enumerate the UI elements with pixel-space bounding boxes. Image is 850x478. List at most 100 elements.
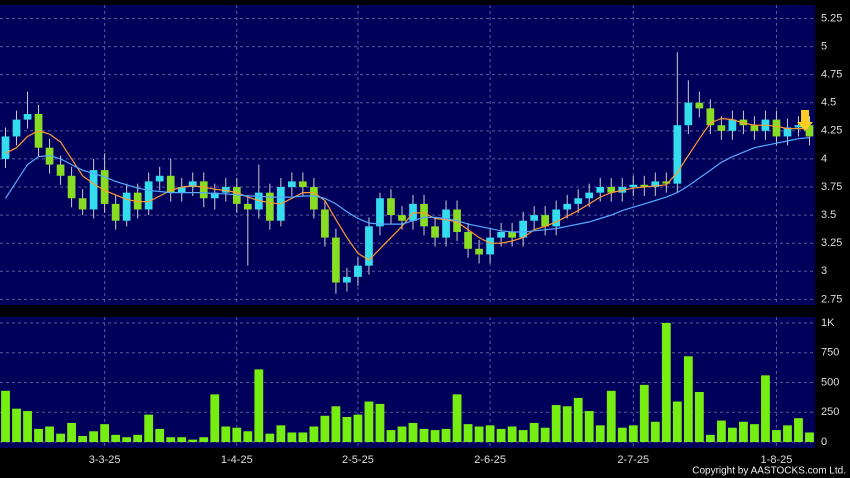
volume-bar (111, 434, 121, 442)
candle-body (475, 248, 483, 255)
volume-bar (56, 433, 65, 442)
volume-bar (386, 430, 396, 442)
y-tick-label: 4.5 (821, 97, 836, 109)
candle-body (486, 237, 494, 255)
volume-bar (298, 432, 308, 442)
candle-body (695, 102, 704, 109)
x-tick-label: 1-4-25 (221, 454, 253, 466)
volume-bar (794, 418, 803, 442)
candle-body (243, 203, 252, 210)
volume-bar (353, 414, 363, 442)
volume-bar (67, 422, 76, 442)
y-tick-label: 0 (821, 436, 827, 448)
candle-body (188, 181, 197, 188)
price-panel (0, 5, 815, 305)
candle-body (376, 198, 384, 227)
volume-bar (166, 437, 176, 442)
candle-body (155, 175, 164, 182)
candle-body (574, 198, 583, 204)
volume-bar (606, 390, 616, 442)
volume-bar (595, 425, 605, 442)
candle-body (365, 226, 373, 266)
y-tick-label: 2.75 (821, 293, 842, 305)
volume-bar (661, 322, 671, 442)
volume-bar (122, 437, 132, 442)
y-tick-label: 250 (821, 406, 839, 418)
candle-body (442, 209, 450, 238)
volume-bar (287, 432, 297, 442)
candle-body (288, 181, 296, 188)
candle-body (56, 164, 65, 176)
candle-body (541, 215, 550, 227)
volume-bar (739, 421, 748, 442)
candle-body (464, 231, 472, 249)
candle-body (530, 215, 539, 221)
volume-bar (573, 397, 583, 442)
y-tick-label: 500 (821, 376, 839, 388)
volume-bar (694, 392, 704, 442)
volume-bar (783, 425, 792, 442)
volume-bar (672, 401, 682, 442)
candle-body (794, 125, 803, 128)
candle-body (67, 175, 76, 199)
volume-bar (639, 384, 649, 442)
volume-bar (254, 369, 264, 442)
volume-bar (419, 428, 429, 442)
moving-average-line (5, 117, 810, 261)
candle-body (265, 192, 274, 221)
volume-bar (89, 431, 99, 442)
candle-body (210, 192, 219, 199)
x-tick-label: 2-5-25 (342, 454, 374, 466)
candle-body (662, 181, 671, 184)
volume-bar (617, 427, 627, 442)
volume-bar (562, 406, 572, 442)
y-tick-label: 3.5 (821, 209, 836, 221)
x-tick-label: 3-3-25 (89, 454, 121, 466)
candle-body (122, 192, 131, 221)
candle-body (23, 113, 32, 120)
volume-bar (265, 433, 275, 442)
candle-body (629, 184, 638, 188)
volume-bar (628, 425, 638, 442)
candle-body (310, 187, 318, 210)
volume-bar (375, 403, 385, 442)
volume-bar (23, 411, 32, 442)
arrow-marker (797, 110, 813, 131)
volume-bar (210, 394, 220, 442)
candle-body (78, 198, 87, 210)
candle-body (144, 181, 153, 210)
volume-bar (496, 428, 506, 442)
candle-body (321, 209, 329, 238)
volume-bar (761, 375, 770, 442)
candle-body (332, 237, 340, 283)
volume-bar (232, 427, 242, 442)
candle-body (111, 203, 120, 221)
volume-bar (188, 439, 198, 442)
candle-body (563, 203, 572, 210)
candle-body (519, 220, 527, 238)
volume-bar (408, 422, 418, 442)
volume-bar (144, 414, 154, 442)
volume-bar (750, 424, 759, 442)
volume-bar (342, 417, 352, 442)
candle-body (717, 125, 726, 131)
volume-bar (12, 408, 21, 442)
candle-body (508, 231, 516, 238)
candle-body (354, 265, 362, 277)
volume-bar (584, 411, 594, 442)
volume-bar (331, 406, 341, 442)
volume-bar (705, 434, 715, 442)
candle-body (166, 175, 175, 193)
x-tick-label: 2-6-25 (474, 454, 506, 466)
x-tick-label: 2-7-25 (617, 454, 649, 466)
volume-bar (133, 434, 143, 442)
volume-bar (34, 428, 43, 442)
candle-body (299, 181, 307, 188)
moving-average-line (4, 137, 810, 233)
volume-bar (320, 415, 330, 442)
candle-body (640, 184, 649, 188)
volume-bar (518, 430, 528, 442)
volume-bar (1, 390, 10, 442)
candle-body (387, 198, 395, 216)
